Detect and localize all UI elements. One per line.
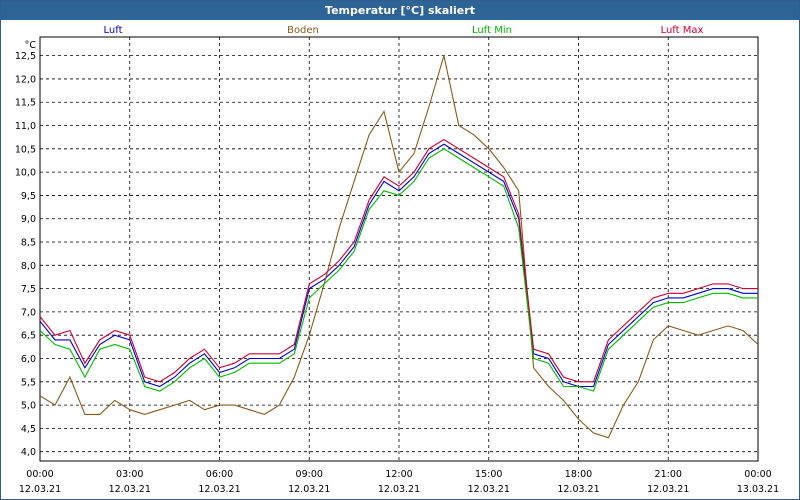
x-tick-date: 12.03.21 <box>198 484 240 495</box>
x-tick-date: 12.03.21 <box>288 484 330 495</box>
y-tick-label: 10,0 <box>15 168 36 179</box>
x-tick-time: 00:00 <box>744 469 771 480</box>
y-tick-label: 12,0 <box>15 74 36 85</box>
y-tick-label: 8,5 <box>21 238 36 249</box>
legend: Luft Boden Luft Min Luft Max <box>104 25 704 36</box>
x-tick-date: 12.03.21 <box>109 484 151 495</box>
x-tick-time: 06:00 <box>206 469 233 480</box>
legend-entry: Luft Min <box>472 25 512 36</box>
y-tick-label: 4,0 <box>21 447 36 458</box>
y-tick-label: 9,5 <box>21 191 36 202</box>
series-lines <box>39 55 759 439</box>
series-line-luft <box>39 143 758 388</box>
x-tick-date: 12.03.21 <box>19 484 61 495</box>
series-line-luft-min <box>39 148 758 392</box>
y-tick-label: 7,5 <box>21 284 36 295</box>
y-tick-label: 11,5 <box>15 98 36 109</box>
x-tick-time: 00:00 <box>26 469 53 480</box>
y-tick-label: 4,5 <box>21 424 36 435</box>
x-tick-time: 18:00 <box>565 469 592 480</box>
x-tick-date: 12.03.21 <box>468 484 510 495</box>
y-tick-label: 8,0 <box>21 261 36 272</box>
y-tick-label: 11,0 <box>15 121 36 132</box>
x-tick-time: 09:00 <box>296 469 323 480</box>
x-tick-date: 12.03.21 <box>647 484 689 495</box>
y-tick-label: 5,5 <box>21 377 36 388</box>
legend-entry: Boden <box>287 25 319 36</box>
x-tick-date: 12.03.21 <box>378 484 420 495</box>
axes: 4,0 4,5 5,0 5,5 6,0 6,5 7,0 7,5 8,0 8,5 9,0 9,5 10,0… <box>15 40 779 495</box>
x-tick-date: 12.03.21 <box>557 484 599 495</box>
x-tick-time: 15:00 <box>475 469 502 480</box>
y-tick-label: 10,5 <box>15 144 36 155</box>
y-tick-label: 6,0 <box>21 354 36 365</box>
series-line-luft-max <box>39 138 758 383</box>
x-tick-time: 21:00 <box>655 469 682 480</box>
y-tick-label: 6,5 <box>21 331 36 342</box>
y-tick-label: 9,0 <box>21 214 36 225</box>
x-tick-time: 12:00 <box>385 469 412 480</box>
y-tick-label: 5,0 <box>21 401 36 412</box>
x-tick-time: 03:00 <box>116 469 143 480</box>
legend-entry: Luft Max <box>661 25 704 36</box>
legend-entry: Luft <box>104 25 123 36</box>
window-title: Temperatur [°C] skaliert <box>1 1 799 20</box>
y-axis-unit: °C <box>25 40 37 51</box>
y-tick-label: 7,0 <box>21 307 36 318</box>
y-tick-label: 12,5 <box>15 51 36 62</box>
series-line-boden <box>39 55 759 439</box>
x-tick-date: 13.03.21 <box>737 484 779 495</box>
grid-lines <box>39 36 759 462</box>
